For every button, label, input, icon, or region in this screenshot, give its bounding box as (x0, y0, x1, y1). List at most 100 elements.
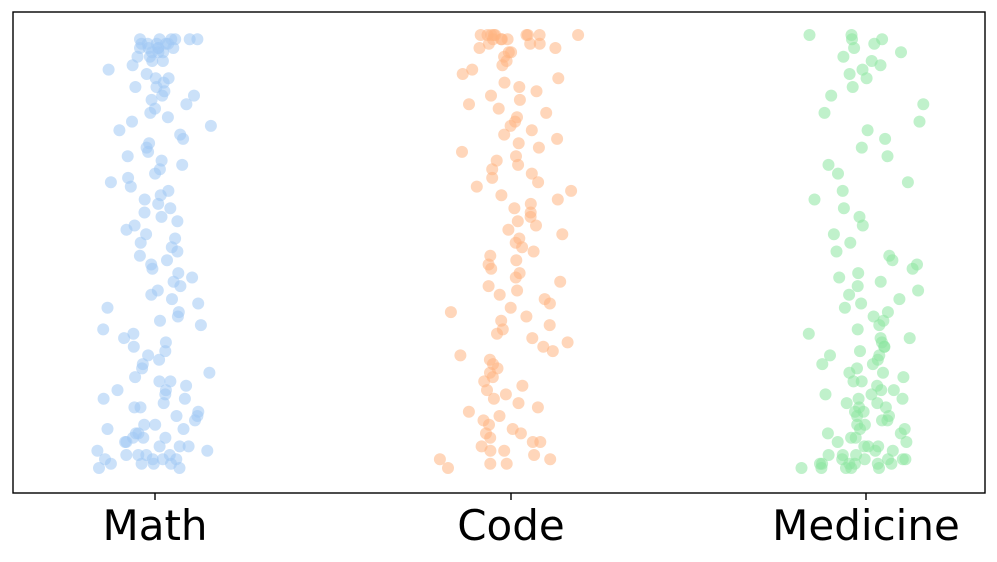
point-math-104 (157, 397, 170, 410)
point-math-127 (182, 440, 195, 453)
point-medicine-88 (836, 449, 849, 461)
point-math-126 (91, 444, 104, 457)
point-math-96 (136, 362, 149, 375)
point-code-8 (533, 29, 546, 41)
point-code-100 (512, 397, 525, 410)
point-math-43 (177, 132, 190, 145)
point-code-55 (508, 202, 521, 215)
point-code-107 (514, 427, 527, 440)
point-code-60 (502, 223, 515, 236)
point-math-41 (113, 124, 126, 137)
point-code-116 (500, 457, 513, 470)
point-math-67 (134, 236, 147, 249)
point-medicine-2 (803, 29, 816, 41)
point-medicine-42 (843, 288, 856, 301)
point-math-130 (129, 427, 142, 440)
point-code-112 (528, 449, 541, 461)
point-math-30 (162, 72, 175, 85)
point-math-58 (152, 197, 165, 210)
point-code-67 (510, 254, 523, 267)
point-medicine-65 (865, 388, 878, 401)
point-math-98 (129, 371, 142, 384)
point-medicine-29 (856, 219, 869, 232)
point-math-77 (174, 280, 187, 293)
point-medicine-62 (855, 375, 868, 388)
x-tick-label-code: Code (457, 501, 565, 550)
point-math-65 (140, 228, 153, 241)
point-math-14 (157, 46, 170, 59)
point-medicine-39 (874, 275, 887, 288)
point-math-64 (120, 223, 133, 236)
point-math-93 (142, 349, 155, 362)
point-math-122 (93, 462, 105, 474)
point-medicine-6 (846, 33, 858, 46)
point-code-51 (565, 184, 578, 197)
point-code-58 (511, 215, 524, 228)
point-math-22 (146, 46, 158, 59)
point-code-79 (444, 306, 457, 319)
point-code-54 (524, 197, 537, 210)
point-code-80 (520, 310, 533, 323)
point-medicine-106 (866, 358, 879, 371)
point-code-57 (524, 210, 537, 223)
point-code-115 (442, 462, 454, 474)
point-medicine-23 (832, 167, 844, 180)
point-code-31 (463, 98, 475, 111)
point-code-120 (480, 427, 492, 440)
point-math-73 (146, 262, 159, 275)
point-medicine-30 (827, 228, 840, 241)
point-math-61 (155, 210, 168, 223)
point-math-117 (120, 449, 133, 461)
point-math-84 (171, 310, 184, 323)
point-code-71 (509, 271, 522, 284)
point-math-36 (144, 106, 157, 119)
point-medicine-118 (795, 462, 808, 474)
point-math-103 (97, 392, 110, 405)
point-math-34 (129, 81, 142, 93)
point-medicine-5 (895, 46, 907, 59)
point-math-79 (145, 288, 158, 301)
point-math-37 (156, 89, 169, 102)
point-math-89 (118, 332, 131, 345)
point-code-24 (456, 68, 469, 80)
plot-frame (12, 11, 986, 494)
point-code-64 (516, 241, 529, 254)
points-layer (91, 29, 930, 474)
x-tick-label-math: Math (102, 501, 207, 550)
point-math-86 (194, 319, 207, 332)
point-math-85 (154, 314, 166, 327)
point-math-18 (134, 33, 146, 46)
point-code-11 (524, 37, 537, 50)
point-code-111 (498, 444, 511, 457)
point-code-26 (498, 76, 511, 89)
point-medicine-112 (858, 453, 871, 466)
point-code-50 (470, 180, 483, 193)
point-math-87 (97, 323, 110, 336)
point-math-20 (126, 59, 139, 72)
point-code-77 (543, 297, 556, 310)
point-code-21 (496, 59, 509, 72)
point-medicine-47 (867, 310, 880, 323)
point-medicine-76 (900, 436, 913, 448)
point-medicine-115 (845, 462, 858, 474)
point-medicine-37 (852, 267, 865, 280)
point-code-52 (495, 189, 508, 202)
point-medicine-22 (822, 158, 835, 171)
point-math-109 (138, 418, 151, 431)
x-tick-label-medicine: Medicine (772, 501, 960, 550)
point-code-16 (533, 37, 546, 50)
point-code-25 (552, 72, 565, 85)
point-math-110 (177, 423, 190, 435)
point-code-29 (485, 89, 497, 102)
point-code-97 (481, 384, 493, 397)
point-medicine-3 (868, 37, 881, 50)
point-math-47 (121, 150, 134, 163)
x-ticks: Math Code Medicine (102, 493, 960, 550)
point-medicine-31 (844, 236, 857, 249)
point-math-139 (147, 457, 160, 470)
point-math-51 (149, 167, 162, 180)
point-code-2 (572, 29, 585, 41)
point-code-87 (537, 340, 550, 353)
point-math-88 (127, 327, 140, 340)
